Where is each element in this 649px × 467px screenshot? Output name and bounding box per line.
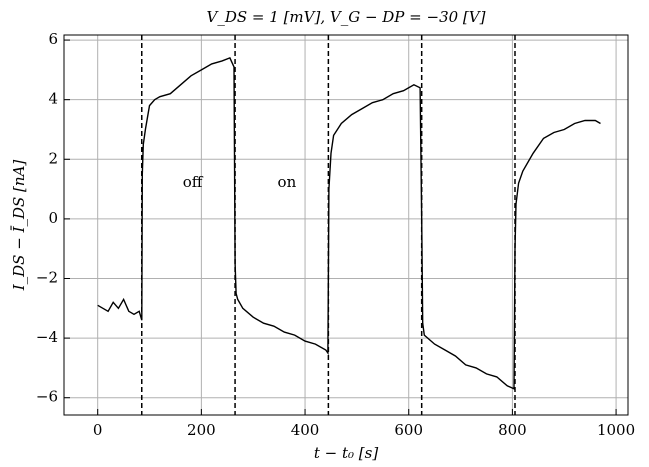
annotation: on	[278, 173, 297, 191]
y-tick-label: 2	[48, 149, 58, 167]
y-tick-label: −6	[36, 388, 58, 406]
x-tick-label: 800	[498, 421, 527, 439]
x-tick-label: 1000	[597, 421, 635, 439]
chart-title: V_DS = 1 [mV], V_G − DP = −30 [V]	[207, 8, 486, 26]
y-tick-label: −2	[36, 268, 58, 286]
x-tick-label: 200	[187, 421, 216, 439]
data-line	[97, 57, 601, 390]
annotation: off	[183, 173, 204, 191]
y-tick-label: 0	[48, 209, 58, 227]
x-tick-label: 600	[394, 421, 423, 439]
y-tick-label: 4	[48, 90, 58, 108]
x-tick-label: 0	[93, 421, 103, 439]
x-axis-label: t − t₀ [s]	[314, 444, 378, 462]
y-axis-label: I_DS − Ī_DS [nA]	[10, 160, 28, 292]
y-tick-label: −4	[36, 328, 58, 346]
y-tick-label: 6	[48, 30, 58, 48]
x-tick-label: 400	[291, 421, 320, 439]
plot-frame	[63, 34, 629, 416]
